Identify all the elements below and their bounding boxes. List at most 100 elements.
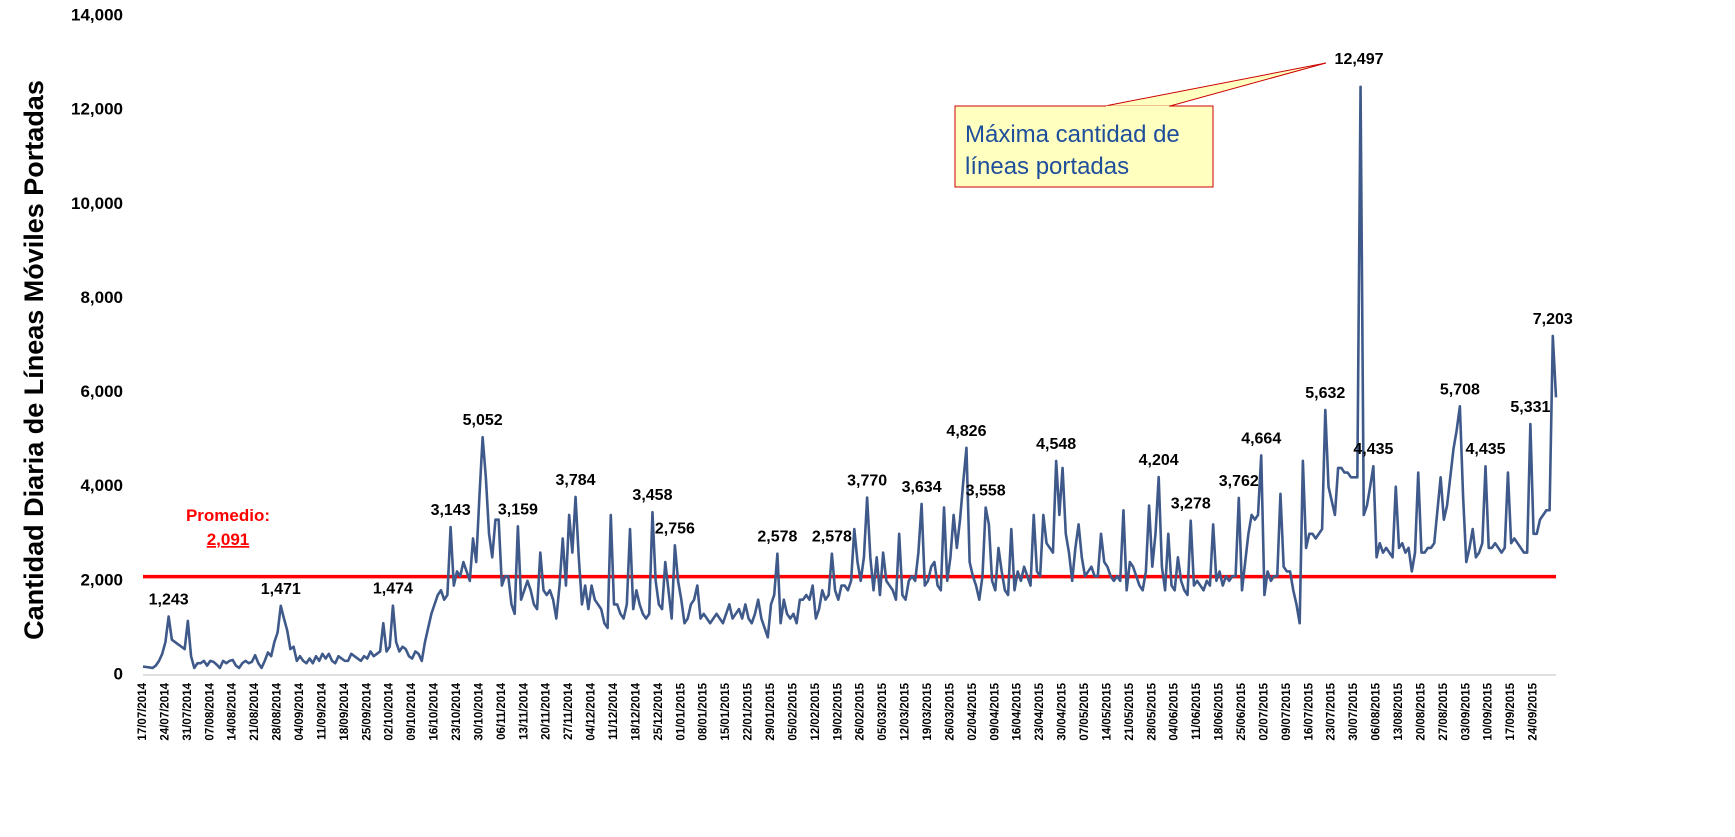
y-tick-label: 12,000 — [71, 100, 123, 119]
average-title: Promedio: — [186, 506, 270, 525]
x-tick-label: 17/07/2014 — [137, 682, 149, 740]
y-tick-label: 10,000 — [71, 194, 123, 213]
x-tick-label: 26/02/2015 — [855, 682, 867, 740]
y-tick-label: 4,000 — [80, 476, 123, 495]
x-tick-label: 06/11/2014 — [496, 682, 508, 740]
data-label: 5,708 — [1440, 381, 1480, 398]
data-label: 12,497 — [1335, 51, 1384, 68]
data-label: 5,632 — [1305, 385, 1345, 402]
x-tick-label: 07/05/2015 — [1079, 682, 1091, 740]
callout-box — [954, 105, 1214, 188]
data-label: 4,664 — [1241, 430, 1281, 447]
x-tick-label: 26/03/2015 — [944, 682, 956, 740]
x-tick-label: 16/07/2015 — [1303, 682, 1315, 740]
data-label: 3,458 — [632, 487, 672, 504]
data-label: 1,474 — [373, 581, 413, 598]
x-tick-label: 09/07/2015 — [1281, 682, 1293, 740]
x-tick-label: 13/11/2014 — [518, 682, 530, 740]
axes: 0 2,000 4,000 6,000 8,000 10,000 12,000 14,000 1… — [71, 5, 1556, 741]
x-tick-label: 16/10/2014 — [429, 682, 441, 740]
data-label: 4,548 — [1036, 436, 1076, 453]
x-tick-label: 02/04/2015 — [967, 682, 979, 740]
x-tick-label: 27/08/2015 — [1438, 682, 1450, 740]
series-line — [142, 85, 1558, 670]
x-tick-label: 11/09/2014 — [316, 682, 328, 740]
x-tick-label: 20/11/2014 — [541, 682, 553, 740]
data-label: 3,762 — [1219, 473, 1259, 490]
x-tick-label: 14/05/2015 — [1101, 682, 1113, 740]
callout-text: líneas portadas — [965, 153, 1129, 180]
x-tick-label: 23/10/2014 — [451, 682, 463, 740]
y-tick-label: 0 — [114, 664, 123, 683]
y-tick-label: 8,000 — [80, 288, 123, 307]
x-tick-label: 15/01/2015 — [720, 682, 732, 740]
x-tick-label: 28/05/2015 — [1146, 682, 1158, 740]
x-tick-label: 12/02/2015 — [810, 682, 822, 740]
data-label: 1,471 — [261, 581, 301, 598]
x-tick-label: 04/12/2014 — [586, 682, 598, 740]
y-tick-label: 2,000 — [80, 570, 123, 589]
x-tick-label: 05/02/2015 — [787, 682, 799, 740]
data-label: 4,435 — [1465, 441, 1505, 458]
annotation: Máxima cantidad de líneas portadas — [954, 62, 1327, 188]
x-tick-label: 08/01/2015 — [698, 682, 710, 740]
x-tick-label: 24/07/2014 — [159, 682, 171, 740]
data-label: 7,203 — [1533, 311, 1573, 328]
plot-area: Promedio: 2,091 1,243 1,471 1,474 3,143 5,052 3… — [142, 51, 1573, 670]
x-tick-label: 25/06/2015 — [1236, 682, 1248, 740]
x-tick-label: 31/07/2014 — [182, 682, 194, 740]
data-label: 4,204 — [1139, 452, 1179, 469]
x-tick-label: 01/01/2015 — [675, 682, 687, 740]
x-tick-label: 25/09/2014 — [361, 682, 373, 740]
x-tick-label: 21/08/2014 — [249, 682, 261, 740]
x-tick-label: 02/07/2015 — [1258, 682, 1270, 740]
y-axis-title: Cantidad Diaria de Líneas Móviles Portad… — [19, 80, 49, 640]
data-label: 3,770 — [847, 473, 887, 490]
x-tick-label: 28/08/2014 — [272, 682, 284, 740]
data-label: 3,159 — [498, 501, 538, 518]
data-label: 3,143 — [431, 502, 471, 519]
x-tick-label: 23/07/2015 — [1326, 682, 1338, 740]
data-label: 3,558 — [966, 483, 1006, 500]
callout-text: Máxima cantidad de — [965, 121, 1180, 148]
data-label: 2,578 — [812, 529, 852, 546]
x-tick-label: 18/12/2014 — [630, 682, 642, 740]
y-tick-label: 14,000 — [71, 5, 123, 24]
data-label: 4,435 — [1353, 441, 1393, 458]
x-tick-label: 23/04/2015 — [1034, 682, 1046, 740]
x-tick-label: 03/09/2015 — [1460, 682, 1472, 740]
data-label: 3,278 — [1171, 496, 1211, 513]
x-tick-label: 09/04/2015 — [989, 682, 1001, 740]
data-label: 5,052 — [463, 412, 503, 429]
x-tick-label: 30/04/2015 — [1057, 682, 1069, 740]
x-tick-label: 10/09/2015 — [1483, 682, 1495, 740]
x-tick-label: 06/08/2015 — [1371, 682, 1383, 740]
data-label: 2,756 — [655, 520, 695, 537]
x-tick-label: 09/10/2014 — [406, 682, 418, 740]
x-tick-label: 16/04/2015 — [1012, 682, 1024, 740]
x-tick-label: 22/01/2015 — [743, 682, 755, 740]
data-label: 1,243 — [149, 591, 189, 608]
data-label: 5,331 — [1510, 399, 1550, 416]
callout-pointer — [1104, 62, 1327, 107]
x-tick-label: 04/06/2015 — [1169, 682, 1181, 740]
x-tick-label: 18/06/2015 — [1214, 682, 1226, 740]
x-tick-label: 25/12/2014 — [653, 682, 665, 740]
data-label: 3,634 — [902, 479, 942, 496]
x-tick-label: 12/03/2015 — [900, 682, 912, 740]
x-tick-label: 21/05/2015 — [1124, 682, 1136, 740]
x-tick-label: 05/03/2015 — [877, 682, 889, 740]
x-tick-label: 27/11/2014 — [563, 682, 575, 740]
x-tick-label: 07/08/2014 — [204, 682, 216, 740]
x-tick-label: 04/09/2014 — [294, 682, 306, 740]
x-tick-label: 14/08/2014 — [227, 682, 239, 740]
x-tick-label: 19/02/2015 — [832, 682, 844, 740]
y-tick-label: 6,000 — [80, 382, 123, 401]
x-tick-label: 02/10/2014 — [384, 682, 396, 740]
x-tick-label: 13/08/2015 — [1393, 682, 1405, 740]
x-tick-label: 30/07/2015 — [1348, 682, 1360, 740]
x-tick-label: 18/09/2014 — [339, 682, 351, 740]
x-tick-label: 24/09/2015 — [1528, 682, 1540, 740]
data-label: 2,578 — [757, 529, 797, 546]
